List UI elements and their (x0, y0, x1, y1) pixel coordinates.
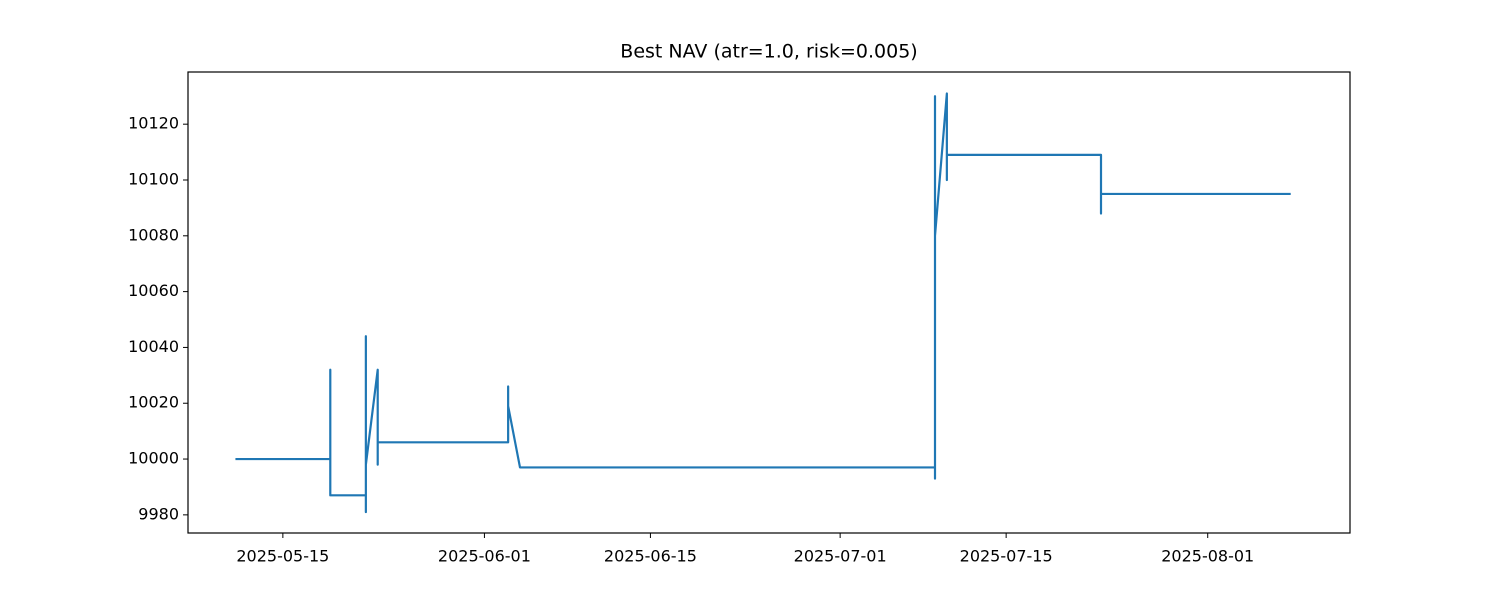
chart-title: Best NAV (atr=1.0, risk=0.005) (620, 41, 917, 63)
y-tick-label: 10100 (128, 169, 179, 188)
x-tick-label: 2025-08-01 (1161, 547, 1254, 566)
x-tick-label: 2025-06-15 (604, 547, 697, 566)
y-tick-label: 10060 (128, 281, 179, 300)
y-tick-label: 10020 (128, 393, 179, 412)
x-tick-label: 2025-07-01 (794, 547, 887, 566)
y-tick-label: 10040 (128, 337, 179, 356)
x-tick-label: 2025-07-15 (960, 547, 1053, 566)
y-tick-label: 10000 (128, 449, 179, 468)
y-tick-label: 10080 (128, 225, 179, 244)
y-tick-label: 9980 (138, 504, 179, 523)
data-line (235, 92, 1291, 514)
x-tick-label: 2025-06-01 (438, 547, 531, 566)
plot-frame (187, 71, 1351, 534)
y-tick-label: 10120 (128, 114, 179, 133)
x-tick-label: 2025-05-15 (236, 547, 329, 566)
